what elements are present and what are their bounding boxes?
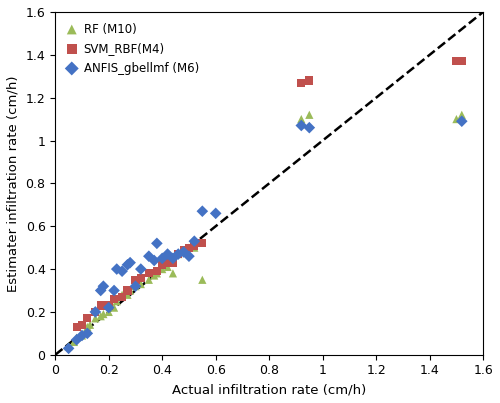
ANFIS_gbellmf (M6) — [150, 257, 158, 264]
Y-axis label: Estimater infiltration rate (cm/h): Estimater infiltration rate (cm/h) — [7, 75, 20, 292]
RF (M10) — [145, 276, 153, 283]
SVM_RBF(M4) — [198, 240, 206, 247]
ANFIS_gbellmf (M6) — [96, 287, 104, 294]
ANFIS_gbellmf (M6) — [298, 122, 306, 129]
SVM_RBF(M4) — [458, 58, 466, 64]
SVM_RBF(M4) — [132, 276, 140, 283]
SVM_RBF(M4) — [92, 309, 100, 315]
SVM_RBF(M4) — [153, 268, 161, 274]
SVM_RBF(M4) — [124, 287, 132, 294]
ANFIS_gbellmf (M6) — [110, 287, 118, 294]
RF (M10) — [92, 315, 100, 322]
RF (M10) — [198, 276, 206, 283]
SVM_RBF(M4) — [185, 244, 193, 251]
ANFIS_gbellmf (M6) — [198, 208, 206, 214]
RF (M10) — [452, 116, 460, 122]
SVM_RBF(M4) — [164, 260, 172, 266]
RF (M10) — [118, 291, 126, 298]
ANFIS_gbellmf (M6) — [180, 249, 188, 255]
RF (M10) — [174, 251, 182, 257]
ANFIS_gbellmf (M6) — [164, 251, 172, 257]
ANFIS_gbellmf (M6) — [104, 304, 112, 311]
SVM_RBF(M4) — [169, 260, 177, 266]
RF (M10) — [185, 244, 193, 251]
RF (M10) — [306, 112, 314, 118]
ANFIS_gbellmf (M6) — [118, 268, 126, 274]
SVM_RBF(M4) — [72, 324, 80, 330]
SVM_RBF(M4) — [306, 77, 314, 84]
RF (M10) — [64, 343, 72, 349]
ANFIS_gbellmf (M6) — [190, 238, 198, 245]
ANFIS_gbellmf (M6) — [174, 251, 182, 257]
ANFIS_gbellmf (M6) — [64, 345, 72, 351]
ANFIS_gbellmf (M6) — [124, 262, 132, 268]
ANFIS_gbellmf (M6) — [212, 210, 220, 216]
RF (M10) — [72, 334, 80, 341]
RF (M10) — [164, 264, 172, 270]
RF (M10) — [70, 339, 78, 345]
RF (M10) — [137, 281, 145, 287]
SVM_RBF(M4) — [96, 302, 104, 309]
SVM_RBF(M4) — [452, 58, 460, 64]
RF (M10) — [112, 298, 120, 304]
ANFIS_gbellmf (M6) — [169, 255, 177, 262]
ANFIS_gbellmf (M6) — [126, 260, 134, 266]
SVM_RBF(M4) — [298, 79, 306, 86]
SVM_RBF(M4) — [118, 294, 126, 300]
RF (M10) — [124, 291, 132, 298]
ANFIS_gbellmf (M6) — [185, 253, 193, 260]
SVM_RBF(M4) — [145, 270, 153, 276]
RF (M10) — [180, 249, 188, 255]
ANFIS_gbellmf (M6) — [153, 240, 161, 247]
ANFIS_gbellmf (M6) — [306, 125, 314, 131]
SVM_RBF(M4) — [174, 251, 182, 257]
SVM_RBF(M4) — [190, 242, 198, 249]
X-axis label: Actual infiltration rate (cm/h): Actual infiltration rate (cm/h) — [172, 383, 366, 396]
RF (M10) — [150, 272, 158, 279]
RF (M10) — [158, 266, 166, 272]
SVM_RBF(M4) — [137, 274, 145, 281]
ANFIS_gbellmf (M6) — [458, 118, 466, 125]
RF (M10) — [458, 112, 466, 118]
SVM_RBF(M4) — [78, 322, 86, 328]
RF (M10) — [132, 283, 140, 289]
ANFIS_gbellmf (M6) — [72, 337, 80, 343]
ANFIS_gbellmf (M6) — [84, 330, 92, 337]
RF (M10) — [110, 304, 118, 311]
ANFIS_gbellmf (M6) — [158, 255, 166, 262]
RF (M10) — [86, 322, 94, 328]
SVM_RBF(M4) — [180, 247, 188, 253]
RF (M10) — [84, 324, 92, 330]
RF (M10) — [190, 244, 198, 251]
ANFIS_gbellmf (M6) — [132, 283, 140, 289]
RF (M10) — [169, 270, 177, 276]
RF (M10) — [126, 287, 134, 294]
RF (M10) — [100, 311, 108, 317]
Legend: RF (M10), SVM_RBF(M4), ANFIS_gbellmf (M6): RF (M10), SVM_RBF(M4), ANFIS_gbellmf (M6… — [61, 18, 204, 79]
ANFIS_gbellmf (M6) — [78, 332, 86, 339]
RF (M10) — [96, 313, 104, 320]
SVM_RBF(M4) — [158, 262, 166, 268]
ANFIS_gbellmf (M6) — [145, 253, 153, 260]
RF (M10) — [78, 332, 86, 339]
RF (M10) — [104, 309, 112, 315]
SVM_RBF(M4) — [104, 302, 112, 309]
ANFIS_gbellmf (M6) — [137, 266, 145, 272]
ANFIS_gbellmf (M6) — [100, 283, 108, 289]
SVM_RBF(M4) — [110, 296, 118, 302]
RF (M10) — [298, 116, 306, 122]
ANFIS_gbellmf (M6) — [112, 266, 120, 272]
SVM_RBF(M4) — [84, 315, 92, 322]
RF (M10) — [153, 270, 161, 276]
ANFIS_gbellmf (M6) — [92, 309, 100, 315]
